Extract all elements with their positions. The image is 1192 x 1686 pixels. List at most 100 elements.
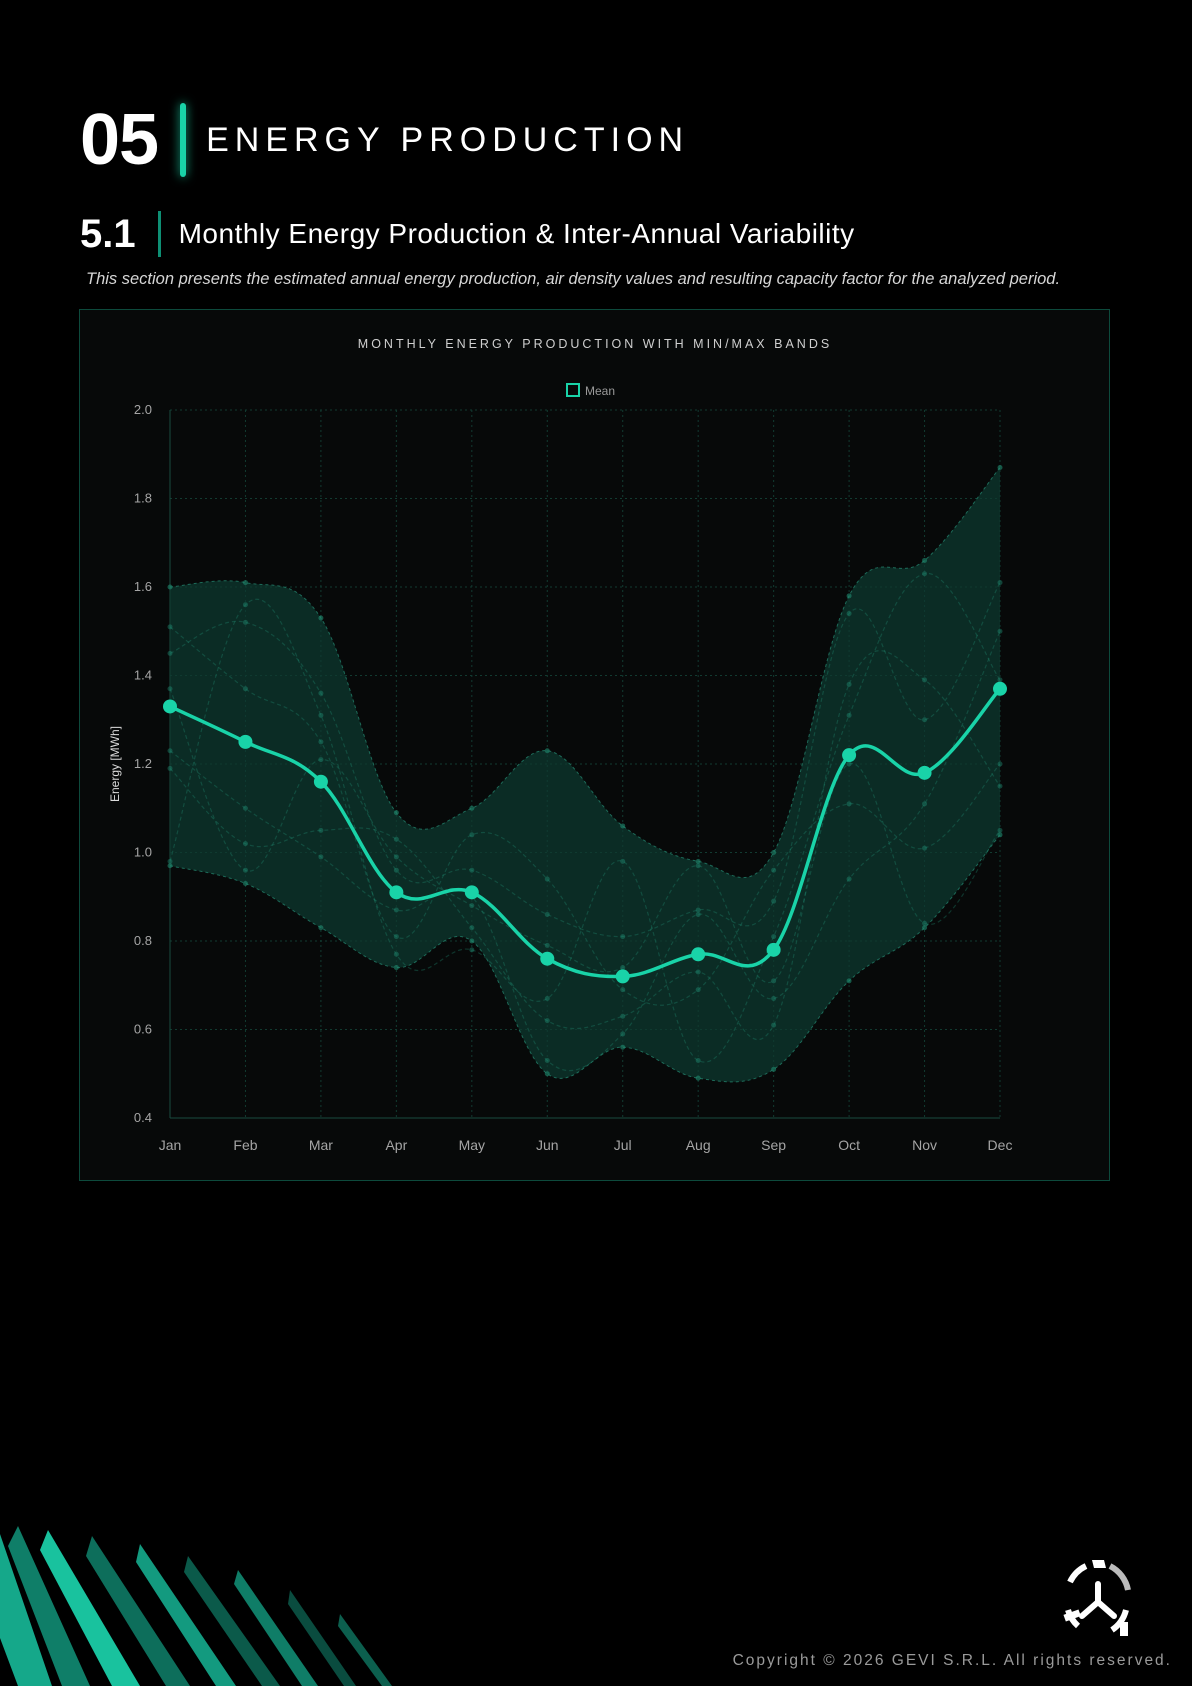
band-point bbox=[846, 593, 852, 599]
band-point bbox=[242, 580, 248, 586]
band-point bbox=[771, 1066, 777, 1072]
mean-point bbox=[389, 885, 404, 900]
y-axis-label: Energy [MWh] bbox=[108, 726, 122, 802]
band-point bbox=[695, 1075, 701, 1081]
yearly-point bbox=[544, 876, 550, 882]
yearly-point bbox=[318, 854, 324, 860]
legend-swatch-mean bbox=[566, 383, 580, 397]
subsection-number: 5.1 bbox=[80, 211, 136, 256]
yearly-point bbox=[318, 690, 324, 696]
yearly-point bbox=[997, 827, 1003, 833]
yearly-point bbox=[544, 942, 550, 948]
yearly-point bbox=[469, 947, 475, 953]
yearly-point bbox=[242, 602, 248, 608]
x-tick-label: Mar bbox=[309, 1137, 333, 1153]
mean-point bbox=[238, 734, 253, 749]
yearly-point bbox=[846, 611, 852, 617]
band-point bbox=[997, 465, 1003, 471]
yearly-point bbox=[922, 801, 928, 807]
yearly-point bbox=[846, 876, 852, 882]
yearly-point bbox=[167, 765, 173, 771]
yearly-point bbox=[922, 571, 928, 577]
yearly-point bbox=[393, 951, 399, 957]
yearly-point bbox=[771, 934, 777, 940]
mean-point bbox=[615, 969, 630, 984]
yearly-point bbox=[846, 761, 852, 767]
y-tick-label: 1.4 bbox=[134, 668, 152, 683]
yearly-point bbox=[695, 863, 701, 869]
y-tick-label: 2.0 bbox=[134, 402, 152, 417]
yearly-point bbox=[242, 867, 248, 873]
yearly-point bbox=[469, 867, 475, 873]
band-point bbox=[242, 880, 248, 886]
yearly-point bbox=[318, 712, 324, 718]
mean-point bbox=[766, 942, 781, 957]
yearly-point bbox=[167, 624, 173, 630]
yearly-point bbox=[695, 1057, 701, 1063]
yearly-point bbox=[771, 978, 777, 984]
yearly-series-line bbox=[169, 650, 1001, 1041]
yearly-series-line bbox=[169, 573, 1001, 1063]
x-tick-label: Jul bbox=[614, 1137, 632, 1153]
mean-point bbox=[163, 699, 177, 714]
x-tick-label: Apr bbox=[385, 1137, 407, 1153]
section-title: ENERGY PRODUCTION bbox=[206, 120, 690, 159]
yearly-point bbox=[469, 903, 475, 909]
x-tick-label: Jun bbox=[536, 1137, 559, 1153]
chart-title: MONTHLY ENERGY PRODUCTION WITH MIN/MAX B… bbox=[358, 337, 832, 351]
yearly-point bbox=[695, 987, 701, 993]
yearly-point bbox=[997, 783, 1003, 789]
band-point bbox=[846, 978, 852, 984]
yearly-point bbox=[771, 996, 777, 1002]
x-tick-label: Jan bbox=[159, 1137, 182, 1153]
yearly-series-line bbox=[169, 688, 1001, 984]
band-point bbox=[469, 938, 475, 944]
band-point bbox=[544, 1071, 550, 1077]
mean-point bbox=[993, 681, 1007, 696]
band-point bbox=[167, 863, 173, 869]
x-tick-label: May bbox=[459, 1137, 485, 1153]
yearly-point bbox=[620, 965, 626, 971]
y-tick-label: 0.4 bbox=[134, 1110, 152, 1125]
min-max-band bbox=[170, 467, 1000, 1082]
yearly-point bbox=[997, 580, 1003, 586]
y-tick-label: 1.0 bbox=[134, 845, 152, 860]
yearly-point bbox=[695, 969, 701, 975]
yearly-point bbox=[167, 748, 173, 754]
mean-point bbox=[464, 885, 479, 900]
yearly-point bbox=[620, 858, 626, 864]
subsection-title: Monthly Energy Production & Inter-Annual… bbox=[178, 218, 855, 249]
yearly-point bbox=[846, 801, 852, 807]
y-tick-label: 1.6 bbox=[134, 579, 152, 594]
yearly-point bbox=[922, 920, 928, 926]
x-tick-label: Sep bbox=[761, 1137, 786, 1153]
band-point bbox=[318, 615, 324, 621]
yearly-point bbox=[771, 898, 777, 904]
yearly-point bbox=[167, 686, 173, 692]
legend[interactable]: Mean bbox=[566, 383, 615, 398]
x-tick-label: Aug bbox=[686, 1137, 711, 1153]
band-point bbox=[167, 584, 173, 590]
y-tick-label: 0.8 bbox=[134, 933, 152, 948]
section-header: 05 ENERGY PRODUCTION bbox=[80, 100, 689, 180]
band-point bbox=[997, 832, 1003, 838]
yearly-point bbox=[167, 650, 173, 656]
mean-point bbox=[691, 947, 706, 962]
yearly-point bbox=[997, 677, 1003, 683]
yearly-point bbox=[544, 911, 550, 917]
band-point bbox=[544, 748, 550, 754]
band-point bbox=[318, 925, 324, 931]
yearly-series-line bbox=[169, 626, 1001, 1006]
yearly-point bbox=[620, 1031, 626, 1037]
yearly-point bbox=[242, 619, 248, 625]
yearly-point bbox=[393, 867, 399, 873]
band-point bbox=[620, 1044, 626, 1050]
mean-point bbox=[917, 765, 932, 780]
yearly-point bbox=[393, 934, 399, 940]
yearly-series-line bbox=[169, 582, 1001, 938]
band-point bbox=[695, 858, 701, 864]
yearly-point bbox=[393, 836, 399, 842]
yearly-point bbox=[922, 717, 928, 723]
band-point bbox=[393, 965, 399, 971]
yearly-point bbox=[997, 628, 1003, 634]
